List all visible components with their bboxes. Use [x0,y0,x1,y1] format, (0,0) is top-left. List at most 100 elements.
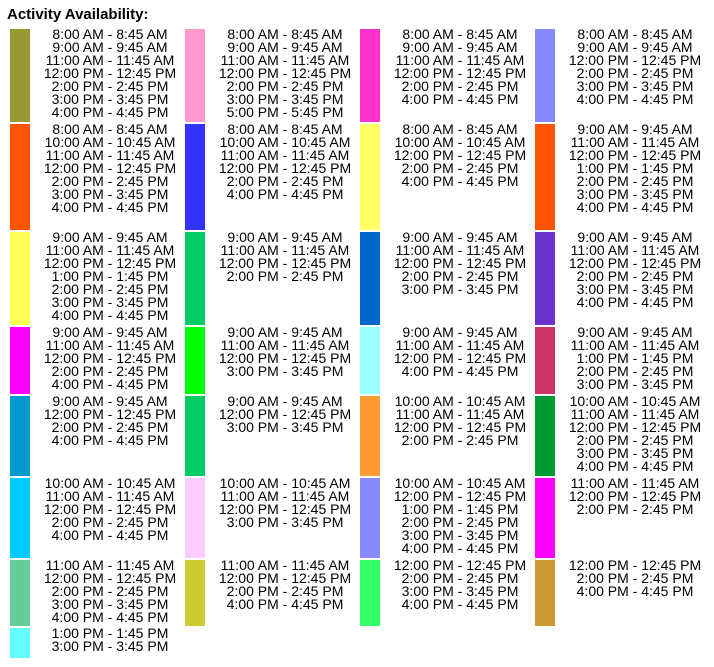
time-slot: 3:00 PM - 3:45 PM [576,445,694,461]
time-slot: 12:00 PM - 12:45 PM [43,570,177,586]
time-slot: 9:00 AM - 9:45 AM [577,39,693,55]
time-slot: 10:00 AM - 10:45 AM [219,475,351,491]
time-slot: 11:00 AM - 11:45 AM [220,52,350,68]
time-slot: 2:00 PM - 2:45 PM [51,583,169,599]
activity-time-list: 10:00 AM - 10:45 AM 11:00 AM - 11:45 AM 12… [34,475,186,542]
activity-time-list: 11:00 AM - 11:45 AM 12:00 PM - 12:45 PM 2:… [34,557,186,624]
activity-color-swatch [535,327,555,394]
time-slot: 9:00 AM - 9:45 AM [402,229,518,245]
time-slot: 12:00 PM - 12:45 PM [393,255,527,271]
activity-color-swatch [360,396,380,476]
time-slot: 1:00 PM - 1:45 PM [576,160,694,176]
time-slot: 3:00 PM - 3:45 PM [401,281,519,297]
activity-time-list: 12:00 PM - 12:45 PM 2:00 PM - 2:45 PM 4:00… [559,558,711,598]
activity-color-swatch [185,478,205,558]
time-slot: 1:00 PM - 1:45 PM [576,350,694,366]
time-slot: 9:00 AM - 9:45 AM [227,229,343,245]
time-slot: 11:00 AM - 11:45 AM [45,147,175,163]
activity-time-list: 8:00 AM - 8:45 AM 9:00 AM - 9:45 AM 11:00 … [209,27,361,119]
activity-color-swatch [10,560,30,626]
time-slot: 3:00 PM - 3:45 PM [51,186,169,202]
time-slot: 3:00 PM - 3:45 PM [226,514,344,530]
time-slot: 4:00 PM - 4:45 PM [576,91,694,107]
activity-color-swatch [10,232,30,325]
time-slot: 9:00 AM - 9:45 AM [52,229,168,245]
time-slot: 2:00 PM - 2:45 PM [401,268,519,284]
time-slot: 4:00 PM - 4:45 PM [51,104,169,120]
time-slot: 12:00 PM - 12:45 PM [393,65,527,81]
activity-color-swatch [10,327,30,394]
time-slot: 12:00 PM - 12:45 PM [568,488,702,504]
activity-time-list: 9:00 AM - 9:45 AM 12:00 PM - 12:45 PM 2:00… [34,394,186,448]
time-slot: 3:00 PM - 3:45 PM [51,596,169,612]
activity-color-swatch [535,232,555,325]
activity-time-list: 12:00 PM - 12:45 PM 2:00 PM - 2:45 PM 3:00… [384,558,536,611]
activity-color-swatch [360,478,380,558]
time-slot: 11:00 AM - 11:45 AM [45,488,175,504]
time-slot: 12:00 PM - 12:45 PM [43,350,177,366]
activity-time-list: 10:00 AM - 10:45 AM 11:00 AM - 11:45 AM 12… [559,394,711,473]
activity-time-list: 8:00 AM - 8:45 AM 9:00 AM - 9:45 AM 11:00 … [34,27,186,120]
time-slot: 2:00 PM - 2:45 PM [226,268,344,284]
activity-color-swatch [10,478,30,558]
time-slot: 2:00 PM - 2:45 PM [51,173,169,189]
activity-time-list: 9:00 AM - 9:45 AM 11:00 AM - 11:45 AM 12:0… [34,325,186,391]
time-slot: 11:00 AM - 11:45 AM [220,488,350,504]
time-slot: 4:00 PM - 4:45 PM [576,294,694,310]
activity-color-swatch [360,29,380,122]
activity-color-swatch [535,560,555,626]
time-slot: 11:00 AM - 11:45 AM [220,242,350,258]
time-slot: 11:00 AM - 11:45 AM [395,242,525,258]
time-slot: 11:00 AM - 11:45 AM [45,557,175,573]
time-slot: 9:00 AM - 9:45 AM [577,121,693,137]
activity-time-list: 9:00 AM - 9:45 AM 11:00 AM - 11:45 AM 12:0… [209,229,361,284]
time-slot: 3:00 PM - 3:45 PM [576,281,694,297]
time-slot: 10:00 AM - 10:45 AM [44,475,176,491]
activity-color-swatch [535,124,555,230]
activity-time-list: 10:00 AM - 10:45 AM 12:00 PM - 12:45 PM 1:… [384,476,536,555]
activity-time-list: 8:00 AM - 8:45 AM 10:00 AM - 10:45 AM 11:0… [209,121,361,201]
time-slot: 2:00 PM - 2:45 PM [576,65,694,81]
activity-color-swatch [185,327,205,394]
time-slot: 10:00 AM - 10:45 AM [219,134,351,150]
time-slot: 3:00 PM - 3:45 PM [576,186,694,202]
activity-time-list: 8:00 AM - 8:45 AM 10:00 AM - 10:45 AM 12:0… [384,122,536,188]
activity-color-swatch [360,560,380,626]
time-slot: 2:00 PM - 2:45 PM [576,570,694,586]
time-slot: 2:00 PM - 2:45 PM [401,514,519,530]
time-slot: 4:00 PM - 4:45 PM [51,432,169,448]
time-slot: 4:00 PM - 4:45 PM [576,199,694,215]
time-slot: 10:00 AM - 10:45 AM [394,134,526,150]
time-slot: 2:00 PM - 2:45 PM [576,501,694,517]
time-slot: 12:00 PM - 12:45 PM [568,419,702,435]
time-slot: 12:00 PM - 12:45 PM [218,160,352,176]
time-slot: 12:00 PM - 12:45 PM [218,350,352,366]
time-slot: 11:00 AM - 11:45 AM [570,406,700,422]
time-slot: 8:00 AM - 8:45 AM [227,121,343,137]
time-slot: 11:00 AM - 11:45 AM [220,337,350,353]
activity-time-list: 9:00 AM - 9:45 AM 11:00 AM - 11:45 AM 12:0… [384,324,536,379]
activity-color-swatch [10,124,30,230]
time-slot: 9:00 AM - 9:45 AM [227,39,343,55]
activity-color-swatch [535,478,555,558]
time-slot: 4:00 PM - 4:45 PM [401,363,519,379]
time-slot: 3:00 PM - 3:45 PM [226,91,344,107]
time-slot: 11:00 AM - 11:45 AM [570,134,700,150]
activity-color-swatch [10,628,30,658]
time-slot: 11:00 AM - 11:45 AM [395,52,525,68]
time-slot: 8:00 AM - 8:45 AM [402,26,518,42]
time-slot: 2:00 PM - 2:45 PM [51,363,169,379]
time-slot: 12:00 PM - 12:45 PM [218,255,352,271]
activity-color-swatch [360,327,380,394]
time-slot: 11:00 AM - 11:45 AM [45,337,175,353]
time-slot: 2:00 PM - 2:45 PM [226,583,344,599]
time-slot: 4:00 PM - 4:45 PM [51,199,169,215]
time-slot: 12:00 PM - 12:45 PM [43,160,177,176]
time-slot: 2:00 PM - 2:45 PM [401,78,519,94]
time-slot: 2:00 PM - 2:45 PM [401,160,519,176]
time-slot: 9:00 AM - 9:45 AM [402,324,518,340]
time-slot: 8:00 AM - 8:45 AM [52,121,168,137]
time-slot: 4:00 PM - 4:45 PM [51,307,169,323]
activity-color-swatch [185,232,205,325]
activity-color-swatch [10,29,30,122]
